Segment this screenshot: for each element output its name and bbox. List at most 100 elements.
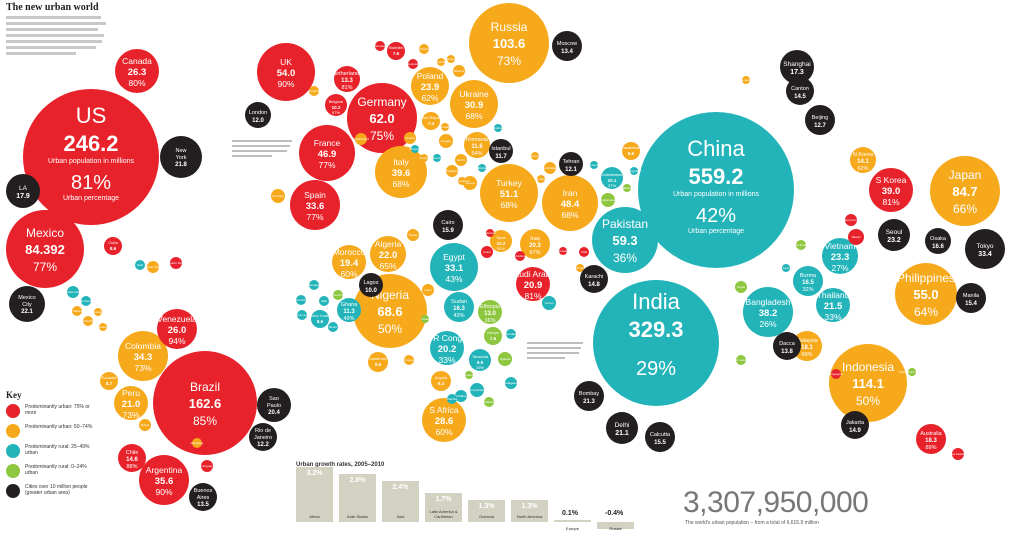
bubble-name: Tajikistan: [621, 186, 634, 190]
bubble-name: Bolivia: [141, 423, 150, 427]
bubble-circle: [404, 355, 414, 365]
bubble-value: 39.0: [882, 186, 901, 197]
city-value: 14.5: [794, 94, 806, 100]
bubble-name: Bulgaria: [446, 169, 457, 173]
bubble-azerbaijan: Azerbaijan: [543, 162, 557, 174]
city-name: Jakarta: [846, 420, 865, 426]
bubble-name: Papua New Guinea: [899, 370, 925, 374]
bubble-value: 10.1: [608, 178, 617, 183]
city-name: Cairo: [441, 220, 454, 226]
city-value: 15.4: [965, 301, 977, 307]
bubble-circle: [544, 162, 556, 174]
city-value: 17.9: [16, 193, 30, 200]
bubble-circle: [481, 246, 493, 258]
bubble-name: Kyrgyzstan: [627, 169, 642, 173]
bubble-value: 18.3: [925, 438, 937, 444]
bubble-circle: [742, 76, 750, 84]
bubble-singapore: Singapore: [829, 369, 843, 379]
bubble-circle: [478, 300, 502, 324]
bubble-pct: 81%: [341, 85, 352, 91]
city-calcutta: Calcutta 15.5: [645, 422, 675, 452]
bubble-circle: [622, 142, 640, 160]
city-circle: [433, 210, 463, 240]
bubble-circle: [816, 288, 850, 322]
city-name: New: [175, 148, 186, 154]
bubble-value: 28.6: [435, 416, 454, 427]
bubble-name: Belgium: [329, 99, 344, 104]
bubble-circle: [333, 290, 343, 300]
bubble-name: Tunisia: [408, 233, 418, 237]
bubble-name: Croatia: [419, 156, 429, 160]
bubble-circle: [601, 167, 623, 189]
bubble-circle: [850, 147, 876, 173]
bubble-afghanistan: Afghanistan: [600, 193, 616, 207]
bubble-circle: [469, 3, 549, 83]
bubble-lithuania: Lithuania: [445, 55, 457, 63]
bubble-subtitle: Urban population in millions: [673, 191, 759, 198]
bubble-value: 9.9: [477, 360, 484, 365]
city-circle: [249, 423, 277, 451]
bubble-circle: [153, 351, 257, 455]
bubble-circle: [118, 444, 146, 472]
bubble-value: 8.6: [110, 246, 117, 251]
city-name: Mexico: [18, 295, 35, 301]
bubble-circle: [447, 394, 457, 404]
bubble-circle: [638, 112, 794, 268]
city-value: 21.3: [583, 399, 595, 405]
bubble-pct: 16%: [484, 318, 495, 324]
bubble-ireland: Ireland: [309, 86, 319, 96]
bubble-value: 38.2: [759, 308, 778, 319]
bubble-name: Canada: [122, 56, 152, 66]
city-value: 12.0: [252, 118, 264, 124]
bubble-pct: 89%: [925, 445, 936, 451]
bubble-name: China: [687, 136, 745, 161]
bubble-circle: [601, 193, 615, 207]
bubble-circle: [387, 42, 405, 60]
city-value: 16.6: [932, 244, 944, 250]
city-lagos: Lagos 10.0: [359, 273, 383, 297]
bubble-name: Russia: [491, 20, 528, 34]
bubble-value: 59.3: [612, 233, 637, 248]
bubble-circle: [422, 112, 440, 130]
bubble-name: Saudi Arabia: [509, 269, 557, 279]
bubble-circle: [139, 419, 151, 431]
city-circle: [805, 105, 835, 135]
bubble-pct: 80%: [128, 78, 145, 88]
bubble-pct: 65%: [379, 261, 396, 271]
city-circle: [606, 412, 638, 444]
bubble-value: 84.7: [952, 184, 977, 199]
bubble-circle: [542, 175, 598, 231]
city-circle: [552, 31, 582, 61]
city-name: Moscow: [557, 41, 577, 47]
bubble-name: Egypt: [443, 252, 465, 262]
growth-bar-label: Europe: [566, 526, 579, 531]
bubble-name: Uzbekistan: [602, 172, 622, 177]
bubble-senegal: Senegal: [308, 280, 320, 290]
bubble-paraguay: Paraguay: [191, 438, 204, 448]
bubble-value: 30.9: [465, 100, 484, 111]
city-name: Paulo: [267, 403, 281, 409]
bubble-circle: [520, 229, 550, 259]
bubble-subtitle: Urban percentage: [63, 195, 119, 202]
bubble-name: Slovakia: [439, 125, 451, 129]
city-name: Dacca: [779, 341, 796, 347]
city-beijing: Beijing 12.7: [805, 105, 835, 135]
bubble-circle: [328, 322, 338, 332]
bubble-name: Thailand: [817, 290, 850, 300]
legend-label: Cities over 10 million people (greater u…: [25, 484, 88, 496]
bubble-pct: 75%: [370, 129, 394, 143]
city-name: Istanbul: [491, 146, 510, 152]
bubble-hungary: Hungary: [439, 134, 453, 148]
bubble-pct: 64%: [914, 305, 938, 319]
city-name: Calcutta: [650, 432, 671, 438]
